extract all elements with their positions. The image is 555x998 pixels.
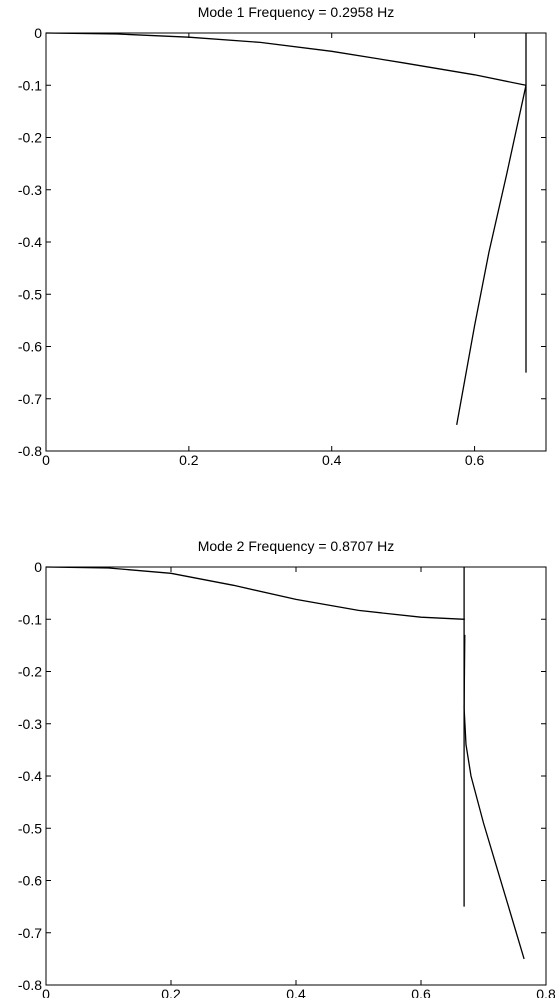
x-tick-label: 0.4 — [322, 452, 342, 468]
series-line-2 — [463, 634, 525, 960]
x-tick-label: 0.8 — [536, 986, 555, 998]
chart-title: Mode 2 Frequency = 0.8707 Hz — [198, 538, 395, 554]
y-tick-label: -0.4 — [18, 768, 42, 784]
x-tick-label: 0.4 — [286, 986, 306, 998]
chart-mode-2: Mode 2 Frequency = 0.8707 Hz 0 0.2 0.4 0.6 0.… — [18, 538, 555, 998]
y-tick-label: -0.2 — [18, 130, 42, 146]
y-tick-label: -0.5 — [18, 286, 42, 302]
series-line-2 — [456, 85, 527, 426]
x-tick-label: 0.2 — [179, 452, 199, 468]
y-tick-label: -0.3 — [18, 716, 42, 732]
axes-frame — [45, 32, 547, 452]
y-tick-label: -0.3 — [18, 182, 42, 198]
series-line-1 — [45, 566, 465, 620]
y-tick-label: 0 — [34, 559, 42, 575]
y-tick-label: -0.6 — [18, 873, 42, 889]
y-tick-label: -0.7 — [18, 391, 42, 407]
y-tick-label: -0.1 — [18, 77, 42, 93]
y-tick-label: -0.2 — [18, 664, 42, 680]
x-tick-label: 0.6 — [411, 986, 431, 998]
y-tick-label: -0.7 — [18, 925, 42, 941]
y-tick-label: -0.5 — [18, 820, 42, 836]
x-tick-label: 0.2 — [161, 986, 181, 998]
y-tick-label: -0.8 — [18, 977, 42, 993]
y-tick-label: 0 — [34, 25, 42, 41]
y-tick-label: -0.8 — [18, 443, 42, 459]
series-line-1 — [45, 32, 527, 86]
x-tick-label: 0.6 — [465, 452, 485, 468]
x-tick-label: 0 — [42, 986, 50, 998]
y-tick-label: -0.4 — [18, 234, 42, 250]
chart-mode-1: Mode 1 Frequency = 0.2958 Hz0 0.2 0.4 0.60-… — [18, 4, 547, 468]
x-tick-label: 0 — [42, 452, 50, 468]
chart-title: Mode 1 Frequency = 0.2958 Hz — [198, 4, 395, 20]
y-tick-label: -0.6 — [18, 339, 42, 355]
y-tick-label: -0.1 — [18, 611, 42, 627]
